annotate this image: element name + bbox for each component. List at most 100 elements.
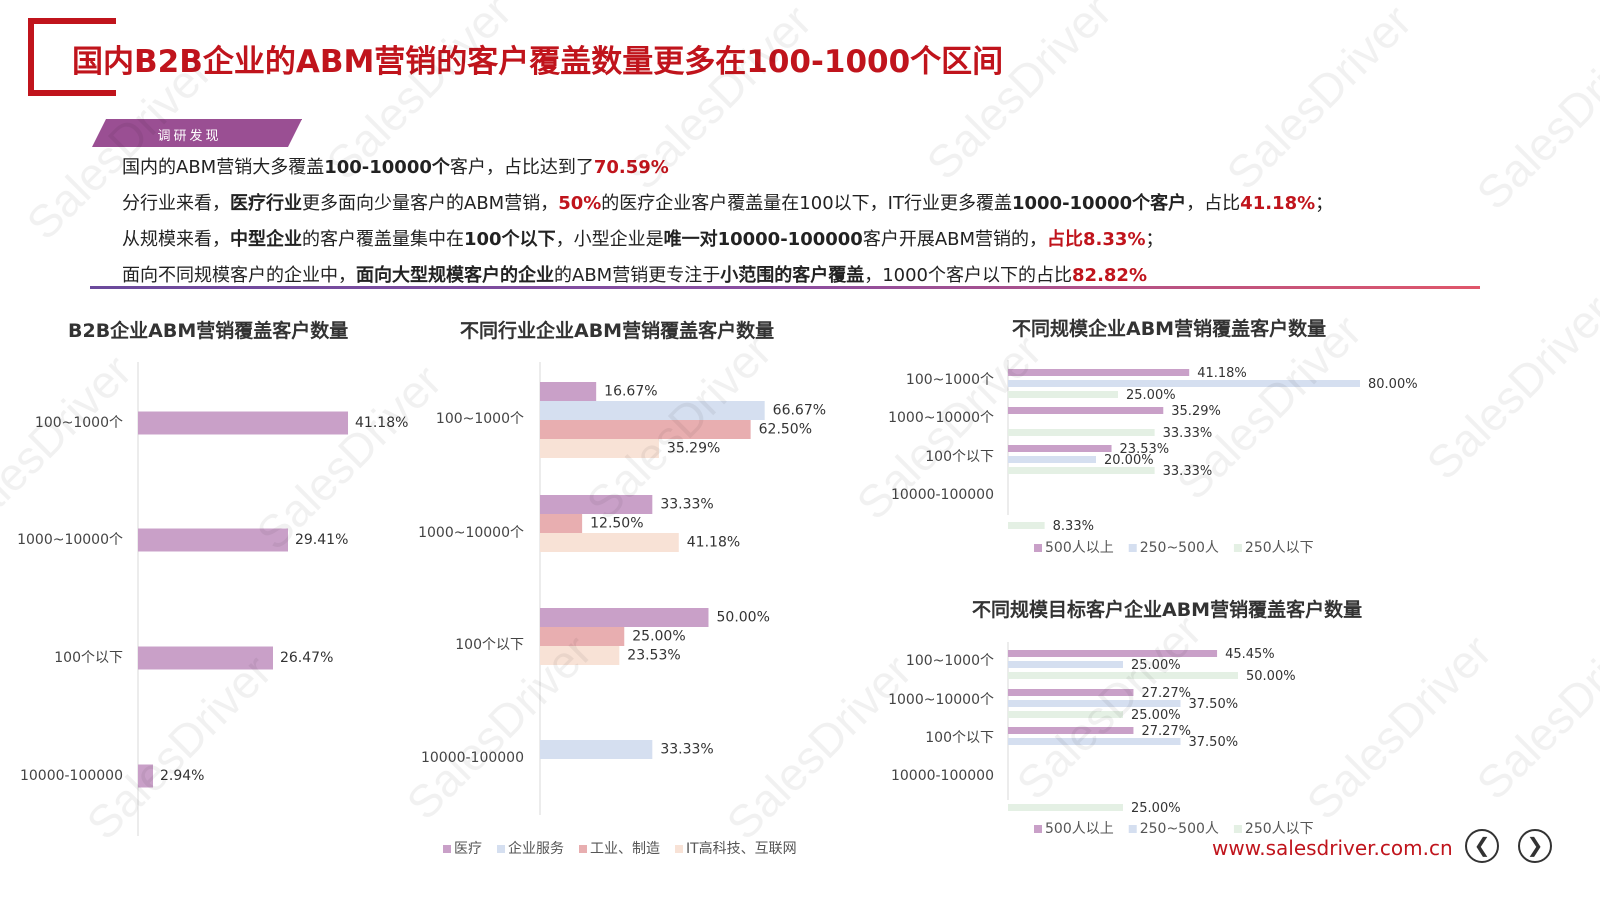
chart-2-data-label: 12.50%	[590, 516, 643, 532]
legend-swatch	[1034, 544, 1042, 552]
finding-text: 分行业来看，	[122, 193, 230, 214]
chart-3-data-label: 23.53%	[1120, 442, 1170, 457]
legend-swatch	[675, 845, 683, 853]
finding-text: 国内的ABM营销大多覆盖	[122, 157, 325, 178]
findings-badge: 调研发现	[157, 129, 222, 144]
chart-3-data-label: 80.00%	[1368, 377, 1418, 392]
chart-4-bar	[1008, 650, 1218, 657]
chart-1-category-label: 1000~10000个	[17, 532, 123, 548]
legend-swatch	[579, 845, 587, 853]
chart-2-bar	[540, 382, 597, 401]
legend-swatch	[1034, 825, 1042, 833]
chart-3-bar	[1008, 391, 1118, 398]
legend-swatch	[497, 845, 505, 853]
chart-1-data-label: 29.41%	[295, 532, 348, 548]
chart-4-data-label: 50.00%	[1246, 669, 1296, 684]
chart-2-data-label: 50.00%	[717, 610, 770, 626]
finding-text: 面向不同规模客户的企业中，	[122, 265, 356, 286]
finding-highlight: 50%	[558, 193, 602, 214]
chart-1-bar	[138, 411, 349, 435]
chart-4-bar	[1008, 711, 1123, 718]
chart-4-data-label: 25.00%	[1131, 801, 1181, 816]
chart-2-title: 不同行业企业ABM营销覆盖客户数量	[460, 320, 775, 342]
finding-line: 国内的ABM营销大多覆盖100-10000个客户，占比达到了70.59%	[122, 150, 1452, 186]
finding-text: ，1000个客户以下的占比	[864, 265, 1073, 286]
chevron-right-icon: ❯	[1526, 833, 1544, 857]
findings-badge-shape	[92, 119, 302, 147]
chart-2-category-label: 10000-100000	[421, 750, 524, 766]
finding-highlight: 41.18%	[1240, 193, 1316, 214]
chart-2-data-label: 23.53%	[627, 648, 680, 664]
finding-text: 100-10000个	[324, 157, 450, 178]
chart-3-bar	[1008, 445, 1112, 452]
chart-4-category-label: 100个以下	[925, 730, 994, 746]
legend-swatch	[1128, 825, 1137, 833]
findings-list: 国内的ABM营销大多覆盖100-10000个客户，占比达到了70.59% 分行业来…	[122, 150, 1452, 294]
chart-3-data-label: 35.29%	[1171, 404, 1221, 419]
finding-text: 1000-10000个客户	[1011, 193, 1187, 214]
finding-text: 小范围的客户覆盖	[720, 265, 865, 286]
chart-3-bar	[1008, 467, 1155, 474]
legend-label: 企业服务	[508, 840, 564, 857]
next-page-button[interactable]: ❯	[1518, 829, 1552, 863]
chart-2-bar	[540, 646, 620, 665]
chart-4-data-label: 37.50%	[1189, 697, 1239, 712]
chart-3-bar	[1008, 380, 1360, 387]
legend-swatch	[1233, 544, 1242, 552]
chart-4-bar	[1008, 738, 1181, 745]
chart-2-data-label: 62.50%	[759, 422, 812, 438]
chart-2-category-label: 100~1000个	[436, 411, 524, 427]
legend-label: 250人以下	[1245, 821, 1314, 837]
finding-text: ；	[1315, 193, 1334, 214]
chart-4-bar	[1008, 661, 1123, 668]
finding-line: 面向不同规模客户的企业中，面向大型规模客户的企业的ABM营销更专注于小范围的客户…	[122, 258, 1452, 294]
chart-1-data-label: 26.47%	[280, 650, 333, 666]
chart-3-bar	[1008, 407, 1164, 414]
legend-swatch	[1233, 825, 1242, 833]
chart-3-data-label: 25.00%	[1126, 388, 1176, 403]
finding-text: 的医疗企业客户覆盖量在100以下，IT行业更多覆盖	[601, 193, 1012, 214]
chart-2-category-label: 100个以下	[455, 637, 524, 653]
chart-4-data-label: 25.00%	[1131, 708, 1181, 723]
chart-4-data-label: 37.50%	[1189, 735, 1239, 750]
chart-1-category-label: 100~1000个	[35, 415, 123, 431]
chart-4-data-label: 27.27%	[1141, 724, 1191, 739]
finding-line: 从规模来看，中型企业的客户覆盖量集中在100个以下，小型企业是唯一对10000-…	[122, 222, 1452, 258]
legend-label: 500人以上	[1045, 540, 1114, 556]
chart-2-data-label: 41.18%	[687, 535, 740, 551]
finding-text: 客户开展ABM营销的，	[862, 229, 1048, 250]
chart-3-data-label: 41.18%	[1197, 366, 1247, 381]
chart-2-category-label: 1000~10000个	[418, 525, 524, 541]
chart-1-bar	[138, 528, 288, 552]
legend-label: 医疗	[454, 841, 482, 857]
chart-4-bar	[1008, 804, 1123, 811]
chart-2-bar	[540, 420, 751, 439]
chart-1-data-label: 2.94%	[160, 768, 204, 784]
legend-swatch	[1128, 544, 1137, 552]
chart-4-data-label: 27.27%	[1141, 686, 1191, 701]
chart-2-data-label: 25.00%	[632, 629, 685, 645]
chart-2-data-label: 35.29%	[667, 441, 720, 457]
section-divider	[90, 286, 1480, 289]
chart-3-bar	[1008, 456, 1096, 463]
finding-text: 100个以下	[464, 229, 556, 250]
chart-1-bar	[138, 646, 273, 670]
chart-3-category-label: 100个以下	[925, 449, 994, 465]
finding-text: 医疗行业	[230, 193, 302, 214]
finding-highlight: 82.82%	[1072, 265, 1147, 286]
chart-2-data-label: 66.67%	[773, 403, 826, 419]
chart-2-data-label: 16.67%	[604, 384, 657, 400]
prev-page-button[interactable]: ❮	[1465, 829, 1499, 863]
chevron-left-icon: ❮	[1473, 833, 1491, 857]
chart-2-bar	[540, 608, 709, 627]
chart-3-data-label: 33.33%	[1163, 464, 1213, 479]
chart-2-bar	[540, 401, 765, 420]
finding-text: ，占比	[1186, 193, 1241, 214]
website-link[interactable]: www.salesdriver.com.cn	[1212, 836, 1453, 860]
chart-1-bar	[138, 764, 153, 788]
chart-3-data-label: 33.33%	[1163, 426, 1213, 441]
finding-text: 的ABM营销更专注于	[554, 265, 721, 286]
finding-text: 中型企业	[230, 229, 302, 250]
chart-4-data-label: 25.00%	[1131, 658, 1181, 673]
